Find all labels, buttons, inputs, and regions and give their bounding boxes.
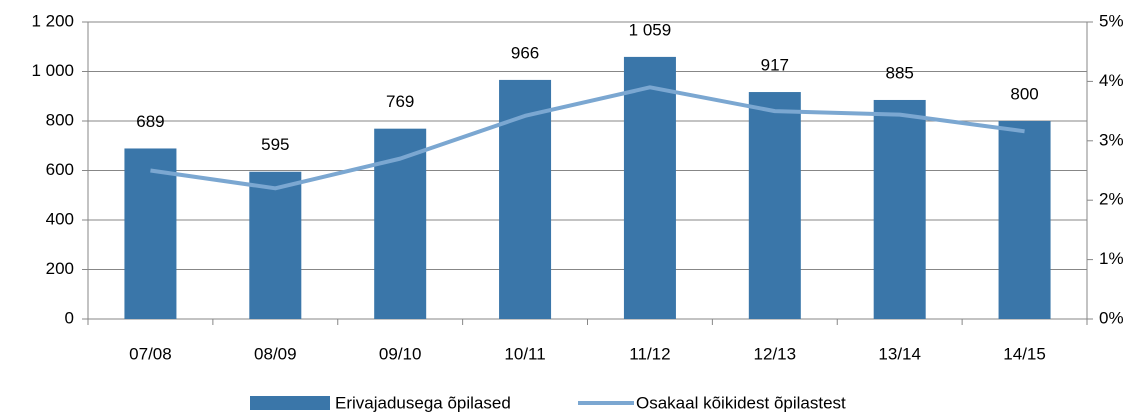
y-tick-label: 1 200 [31, 11, 74, 30]
y-tick-label: 0 [65, 308, 74, 327]
legend-swatch [250, 396, 330, 410]
legend-label: Erivajadusega õpilased [335, 393, 511, 412]
data-label: 595 [261, 135, 289, 154]
data-label: 885 [886, 63, 914, 82]
y-tick-label: 800 [46, 110, 74, 129]
x-tick-label: 11/12 [629, 344, 670, 363]
data-label: 1 059 [629, 20, 672, 39]
data-label: 966 [511, 43, 539, 62]
bar [124, 148, 177, 319]
x-tick-label: 12/13 [754, 344, 797, 363]
bar [748, 92, 801, 319]
data-label: 917 [761, 56, 789, 75]
x-tick-label: 14/15 [1003, 344, 1046, 363]
bar [623, 56, 676, 320]
legend-label: Osakaal kõikidest õpilastest [636, 393, 846, 412]
x-tick-label: 10/11 [504, 344, 545, 363]
y2-tick-label: 5% [1099, 11, 1124, 30]
y-tick-label: 600 [46, 160, 74, 179]
bar [249, 171, 302, 319]
x-tick-label: 07/08 [129, 344, 172, 363]
data-label: 769 [386, 92, 414, 111]
y2-tick-label: 2% [1099, 190, 1124, 209]
y2-tick-label: 3% [1099, 130, 1124, 149]
y-tick-label: 1 000 [31, 61, 74, 80]
data-label: 689 [136, 112, 164, 131]
y2-tick-label: 1% [1099, 249, 1124, 268]
line [150, 85, 1025, 191]
bar [998, 121, 1051, 319]
y-tick-label: 200 [46, 259, 74, 278]
bar [873, 99, 926, 320]
y2-tick-label: 4% [1099, 71, 1124, 90]
x-tick-label: 08/09 [254, 344, 297, 363]
y-tick-label: 400 [46, 209, 74, 228]
y2-tick-label: 0% [1099, 308, 1124, 327]
x-tick-label: 09/10 [379, 344, 422, 363]
x-tick-label: 13/14 [878, 344, 921, 363]
data-label: 800 [1010, 84, 1038, 103]
